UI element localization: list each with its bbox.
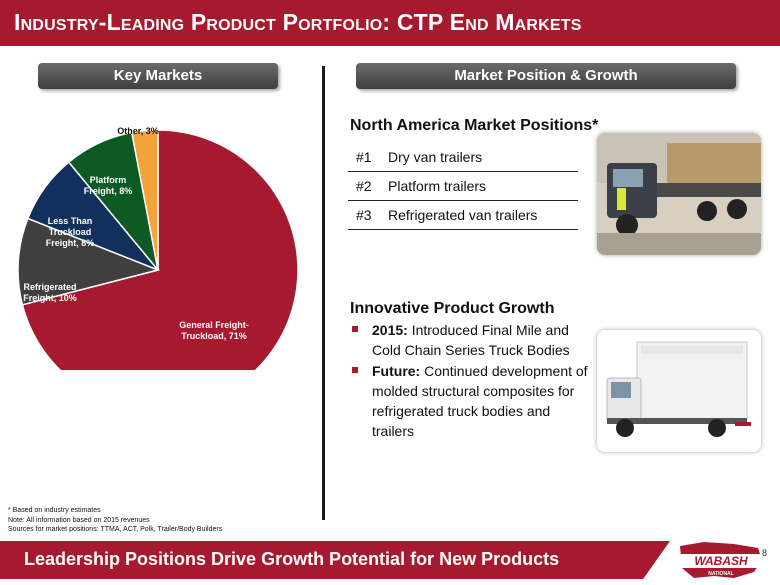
pie-data-label: Less Than Truckload Freight, 8%: [46, 216, 95, 248]
wabash-logo: WABASH NATIONAL: [678, 542, 764, 578]
vertical-divider: [322, 66, 325, 520]
pie-data-label: Refrigerated Freight, 10%: [23, 282, 77, 303]
bullet-item: 2015: Introduced Final Mile and Cold Cha…: [350, 320, 590, 360]
position-row: #3 Refrigerated van trailers: [348, 201, 578, 230]
footnotes: * Based on industry estimates Note: All …: [8, 506, 222, 535]
flatbed-truck-photo: [597, 133, 761, 255]
bullet-bold: Future:: [372, 363, 421, 379]
pie-data-label: Other, 3%: [117, 126, 159, 136]
bullet-bold: 2015:: [372, 322, 408, 338]
footer-bar: [0, 541, 670, 579]
bullet-text: Introduced Final Mile and Cold Chain Ser…: [372, 322, 570, 358]
pie-data-label: Platform Freight, 8%: [84, 175, 133, 196]
slide-title: Industry-Leading Product Portfolio: CTP …: [14, 9, 582, 35]
logo-subtext: NATIONAL: [708, 571, 733, 577]
footnote: * Based on industry estimates: [8, 507, 101, 514]
footer-tagline: Leadership Positions Drive Growth Potent…: [24, 549, 560, 569]
slice-other: [130, 129, 159, 271]
footnote: Note: All information based on 2015 reve…: [8, 516, 150, 524]
square-bullet-icon: [352, 367, 358, 373]
key-markets-pill: Key Markets: [38, 63, 278, 89]
bullet-item: Future: Continued development of molded …: [350, 361, 590, 441]
growth-bullets: 2015: Introduced Final Mile and Cold Cha…: [350, 320, 590, 442]
slice-refrigerated: [17, 217, 161, 306]
page-number: 8: [762, 548, 768, 558]
pie-data-label: General Freight-Truckload, 71%: [179, 320, 249, 341]
growth-heading: Innovative Product Growth: [350, 300, 555, 317]
position-rank: #1: [356, 149, 372, 165]
square-bullet-icon: [352, 326, 358, 332]
position-rank: #3: [356, 207, 372, 223]
position-row: #1 Dry van trailers: [348, 143, 578, 172]
position-row: #2 Platform trailers: [348, 172, 578, 201]
positions-table: #1 Dry van trailers #2 Platform trailers #…: [348, 143, 578, 230]
slice-general-freight: [21, 129, 299, 370]
position-label: Platform trailers: [388, 178, 487, 194]
position-rank: #2: [356, 178, 372, 194]
key-markets-pie-chart: General Freight-Truckload, 71% Refrigerat…: [17, 126, 299, 370]
bullet-text: Continued development of molded structur…: [372, 363, 588, 439]
positions-heading: North America Market Positions*: [350, 117, 599, 134]
position-label: Refrigerated van trailers: [388, 207, 538, 223]
logo-text: WABASH: [694, 554, 748, 568]
title-bar: [0, 0, 780, 46]
position-label: Dry van trailers: [388, 149, 483, 165]
footnote: Sources for market positions: TTMA, ACT,…: [8, 526, 223, 533]
truck-body-photo: [597, 330, 761, 452]
market-position-pill: Market Position & Growth: [356, 63, 736, 89]
